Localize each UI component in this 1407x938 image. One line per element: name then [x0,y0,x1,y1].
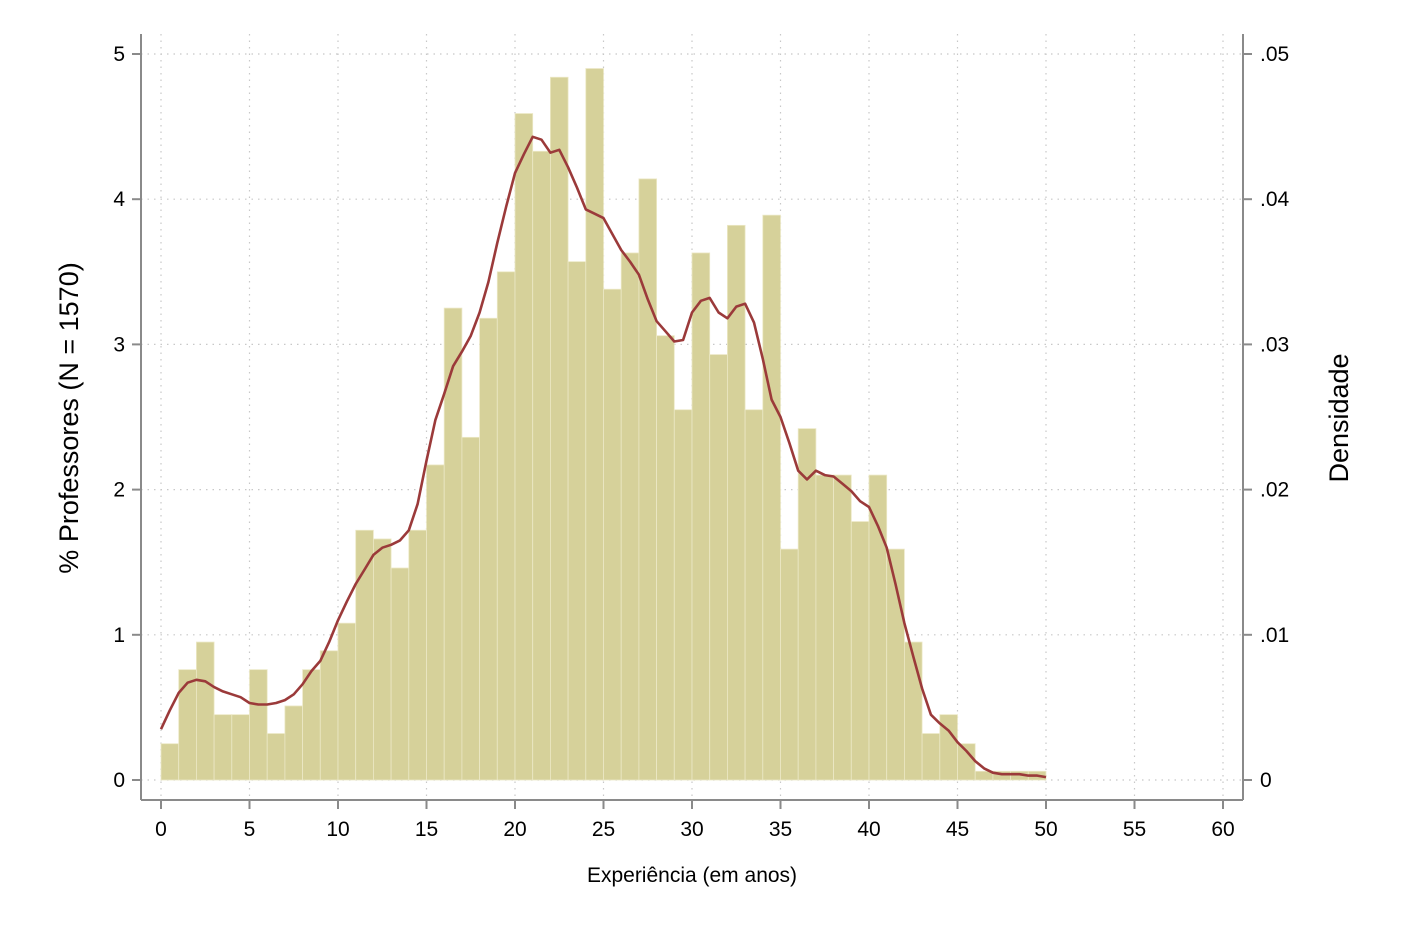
y-axis-title: % Professores (N = 1570) [54,262,84,573]
histogram-bar [284,705,303,781]
histogram-bar [231,714,250,781]
x-tick-label: 25 [592,818,615,841]
histogram-bar [443,307,463,781]
x-tick-label: 60 [1211,818,1234,841]
histogram-bar [656,335,675,781]
y2-tick-label: .03 [1260,333,1289,356]
histogram-bar [815,474,835,781]
histogram-bar [762,214,781,781]
histogram-bar [461,436,480,781]
histogram-bar [833,474,852,781]
histogram-bar [904,641,923,781]
x-tick-label: 0 [155,818,167,841]
histogram-bar [390,567,410,781]
histogram-bar [744,409,764,781]
histogram-bar [249,669,268,781]
histogram-bar [213,714,233,781]
y2-tick-label: 0 [1260,769,1272,792]
x-tick-label: 40 [857,818,880,841]
histogram-bar [673,409,693,781]
histogram-bar [797,428,817,781]
y-tick-label: 2 [113,479,125,502]
histogram-bar [567,261,587,781]
x-tick-label: 5 [244,818,256,841]
histogram-bar [178,669,197,781]
histogram-bar [372,538,392,781]
histogram-bar [319,650,339,781]
x-tick-label: 20 [503,818,526,841]
histogram-bar [550,76,569,781]
y-tick-label: 4 [113,188,125,211]
y2-tick-label: .01 [1260,624,1289,647]
histogram-bar [921,733,941,781]
y-tick-label: 0 [113,769,125,792]
histogram-bar [850,521,870,781]
x-tick-label: 15 [415,818,438,841]
y2-tick-label: .02 [1260,479,1289,502]
x-axis-title: Experiência (em anos) [587,864,797,887]
histogram-bar [638,178,658,781]
y2-tick-label: .05 [1260,43,1289,66]
histogram-bar [496,271,516,781]
x-tick-label: 50 [1034,818,1057,841]
histogram-bar [691,252,711,781]
x-tick-label: 45 [946,818,969,841]
y-tick-label: 1 [113,624,125,647]
histogram-bar [426,464,445,781]
histogram-bars [160,68,1047,781]
x-tick-label: 10 [326,818,349,841]
histogram-bar [195,641,215,781]
histogram-bar [603,288,622,781]
density-curve [159,135,1047,779]
y-tick-label: 5 [113,43,125,66]
histogram-bar [337,622,357,781]
y-tick-label: 3 [113,333,125,356]
histogram-bar [709,354,728,781]
histogram-bar [868,474,888,781]
y2-tick-label: .04 [1260,188,1290,211]
histogram-bar [780,548,799,781]
histogram-bar [302,669,321,781]
density-line [159,135,1047,779]
histogram-bar [532,150,551,781]
histogram-bar [514,113,534,781]
histogram-bar [585,68,604,781]
x-tick-label: 30 [680,818,703,841]
x-tick-label: 35 [769,818,792,841]
histogram-bar [620,252,640,781]
histogram-bar [266,733,286,781]
histogram-bar [160,743,180,781]
histogram-bar [408,529,427,781]
y2-axis-title: Densidade [1324,353,1354,482]
x-tick-label: 55 [1123,818,1146,841]
histogram-bar [479,317,498,781]
